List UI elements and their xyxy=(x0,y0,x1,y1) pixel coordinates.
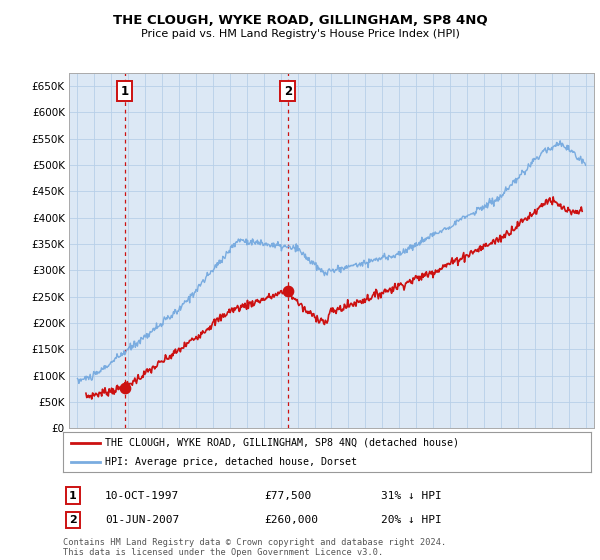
Point xyxy=(120,383,130,392)
Text: THE CLOUGH, WYKE ROAD, GILLINGHAM, SP8 4NQ (detached house): THE CLOUGH, WYKE ROAD, GILLINGHAM, SP8 4… xyxy=(105,438,459,447)
Text: 01-JUN-2007: 01-JUN-2007 xyxy=(105,515,179,525)
Text: 2: 2 xyxy=(69,515,77,525)
Text: 31% ↓ HPI: 31% ↓ HPI xyxy=(381,491,442,501)
Text: 1: 1 xyxy=(121,85,128,98)
Text: 20% ↓ HPI: 20% ↓ HPI xyxy=(381,515,442,525)
Text: Price paid vs. HM Land Registry's House Price Index (HPI): Price paid vs. HM Land Registry's House … xyxy=(140,29,460,39)
Text: £260,000: £260,000 xyxy=(264,515,318,525)
Text: Contains HM Land Registry data © Crown copyright and database right 2024.
This d: Contains HM Land Registry data © Crown c… xyxy=(63,538,446,557)
Text: 2: 2 xyxy=(284,85,292,98)
Text: HPI: Average price, detached house, Dorset: HPI: Average price, detached house, Dors… xyxy=(105,457,357,467)
Text: 1: 1 xyxy=(69,491,77,501)
Text: £77,500: £77,500 xyxy=(264,491,311,501)
Text: THE CLOUGH, WYKE ROAD, GILLINGHAM, SP8 4NQ: THE CLOUGH, WYKE ROAD, GILLINGHAM, SP8 4… xyxy=(113,14,487,27)
Point xyxy=(283,287,293,296)
Text: 10-OCT-1997: 10-OCT-1997 xyxy=(105,491,179,501)
